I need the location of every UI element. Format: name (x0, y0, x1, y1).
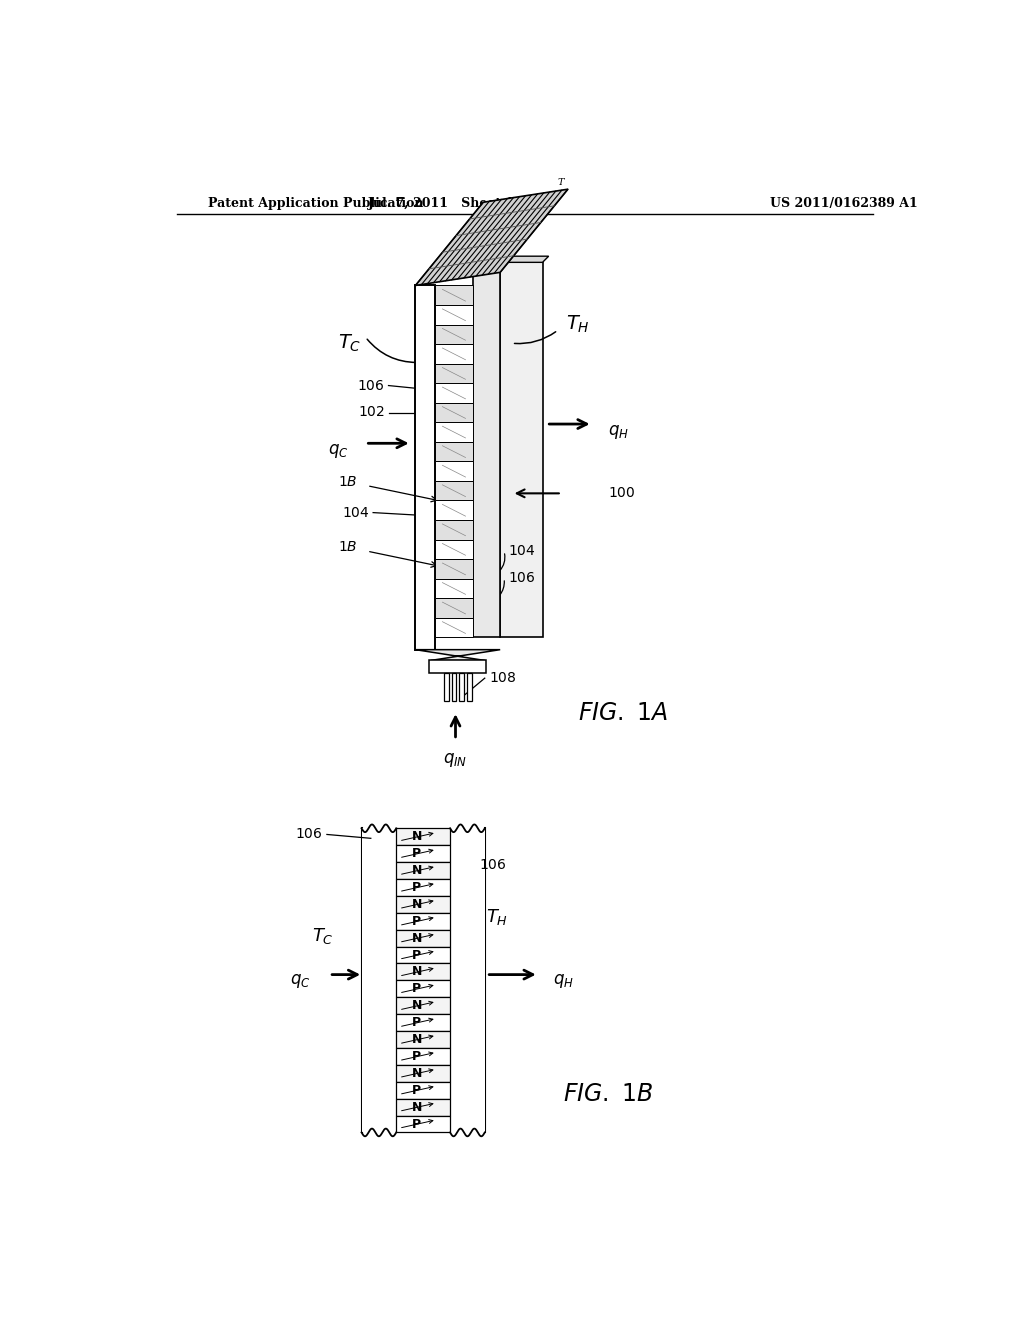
Text: $q_{IN}$: $q_{IN}$ (443, 751, 468, 770)
Text: P: P (412, 1049, 421, 1063)
Bar (435, 442, 473, 462)
Bar (435, 305, 473, 325)
Text: N: N (412, 1034, 422, 1045)
Text: P: P (412, 1016, 421, 1030)
Text: N: N (412, 830, 422, 843)
Bar (451, 829, 484, 1133)
Text: $\mathit{104}$: $\mathit{104}$ (508, 544, 536, 558)
Text: $q_C$: $q_C$ (290, 972, 310, 990)
Bar (396, 929, 451, 946)
Bar (396, 1098, 451, 1115)
Text: N: N (412, 1101, 422, 1114)
Bar (396, 1065, 451, 1082)
Text: $T_C$: $T_C$ (312, 927, 334, 946)
Text: $\mathit{106}$: $\mathit{106}$ (357, 379, 385, 392)
Bar (361, 829, 396, 1133)
Bar (396, 998, 451, 1014)
Bar (435, 285, 473, 305)
Text: $q_C$: $q_C$ (328, 442, 349, 459)
FancyArrowPatch shape (500, 581, 505, 595)
Bar (435, 480, 473, 500)
Text: $T_C$: $T_C$ (338, 333, 361, 354)
Text: $q_H$: $q_H$ (608, 422, 629, 441)
Bar (396, 1115, 451, 1133)
Bar (435, 403, 473, 422)
Polygon shape (473, 272, 500, 638)
Bar (467, 673, 472, 701)
Bar (444, 673, 449, 701)
Text: P: P (412, 1084, 421, 1097)
Bar (396, 845, 451, 862)
Text: N: N (412, 865, 422, 876)
Text: $\mathit{FIG.\ 1B}$: $\mathit{FIG.\ 1B}$ (563, 1082, 653, 1106)
Bar (396, 964, 451, 981)
Bar (396, 946, 451, 964)
Polygon shape (429, 660, 486, 673)
Text: N: N (412, 999, 422, 1012)
Text: N: N (412, 965, 422, 978)
FancyArrowPatch shape (451, 849, 473, 863)
Bar (435, 363, 473, 383)
Bar (435, 520, 473, 540)
Bar (435, 540, 473, 560)
Text: $\mathit{102}$: $\mathit{102}$ (357, 405, 385, 420)
Bar (396, 879, 451, 896)
Text: N: N (412, 1067, 422, 1080)
Bar (435, 500, 473, 520)
FancyArrowPatch shape (514, 331, 556, 343)
FancyArrowPatch shape (368, 339, 417, 363)
Text: US 2011/0162389 A1: US 2011/0162389 A1 (770, 197, 918, 210)
Text: N: N (412, 932, 422, 945)
Text: P: P (412, 982, 421, 995)
Bar (396, 1048, 451, 1065)
Polygon shape (416, 285, 435, 649)
Text: $\mathit{1B}$: $\mathit{1B}$ (338, 475, 357, 488)
Text: T: T (558, 178, 564, 187)
Text: $\mathit{106}$: $\mathit{106}$ (508, 572, 536, 585)
Text: $\mathit{104}$: $\mathit{104}$ (342, 506, 370, 520)
Bar (460, 673, 464, 701)
Bar (435, 422, 473, 442)
Text: $\mathit{100}$: $\mathit{100}$ (608, 486, 636, 500)
Bar (396, 862, 451, 879)
Text: Jul. 7, 2011   Sheet 1 of 20: Jul. 7, 2011 Sheet 1 of 20 (368, 197, 555, 210)
Bar (396, 829, 451, 845)
Text: P: P (412, 880, 421, 894)
Bar (396, 913, 451, 929)
Bar (396, 1082, 451, 1098)
Text: P: P (412, 847, 421, 861)
Text: P: P (412, 949, 421, 961)
Bar (396, 981, 451, 998)
Text: $T_H$: $T_H$ (565, 313, 590, 334)
Bar (435, 598, 473, 618)
Text: $T_H$: $T_H$ (486, 907, 509, 927)
Text: $\mathit{108}$: $\mathit{108}$ (488, 671, 516, 685)
Text: $\mathit{FIG.\ 1A}$: $\mathit{FIG.\ 1A}$ (579, 701, 669, 725)
Bar (435, 345, 473, 363)
Bar (435, 578, 473, 598)
Text: P: P (412, 1118, 421, 1130)
Bar (396, 1031, 451, 1048)
FancyArrowPatch shape (500, 554, 505, 570)
Bar (435, 383, 473, 403)
Bar (435, 618, 473, 638)
Polygon shape (416, 649, 500, 660)
Text: $\mathit{106}$: $\mathit{106}$ (296, 828, 323, 841)
Polygon shape (500, 256, 549, 263)
Polygon shape (416, 189, 568, 285)
Text: P: P (412, 915, 421, 928)
Bar (396, 1014, 451, 1031)
Bar (396, 896, 451, 913)
Text: Patent Application Publication: Patent Application Publication (208, 197, 423, 210)
Text: $\mathit{106}$: $\mathit{106}$ (478, 858, 506, 873)
Polygon shape (500, 263, 543, 638)
Bar (452, 673, 457, 701)
Text: $\mathit{1B}$: $\mathit{1B}$ (338, 540, 357, 554)
Bar (435, 560, 473, 578)
Text: $q_H$: $q_H$ (553, 972, 573, 990)
Text: N: N (412, 898, 422, 911)
Bar (435, 325, 473, 345)
Bar (435, 462, 473, 480)
